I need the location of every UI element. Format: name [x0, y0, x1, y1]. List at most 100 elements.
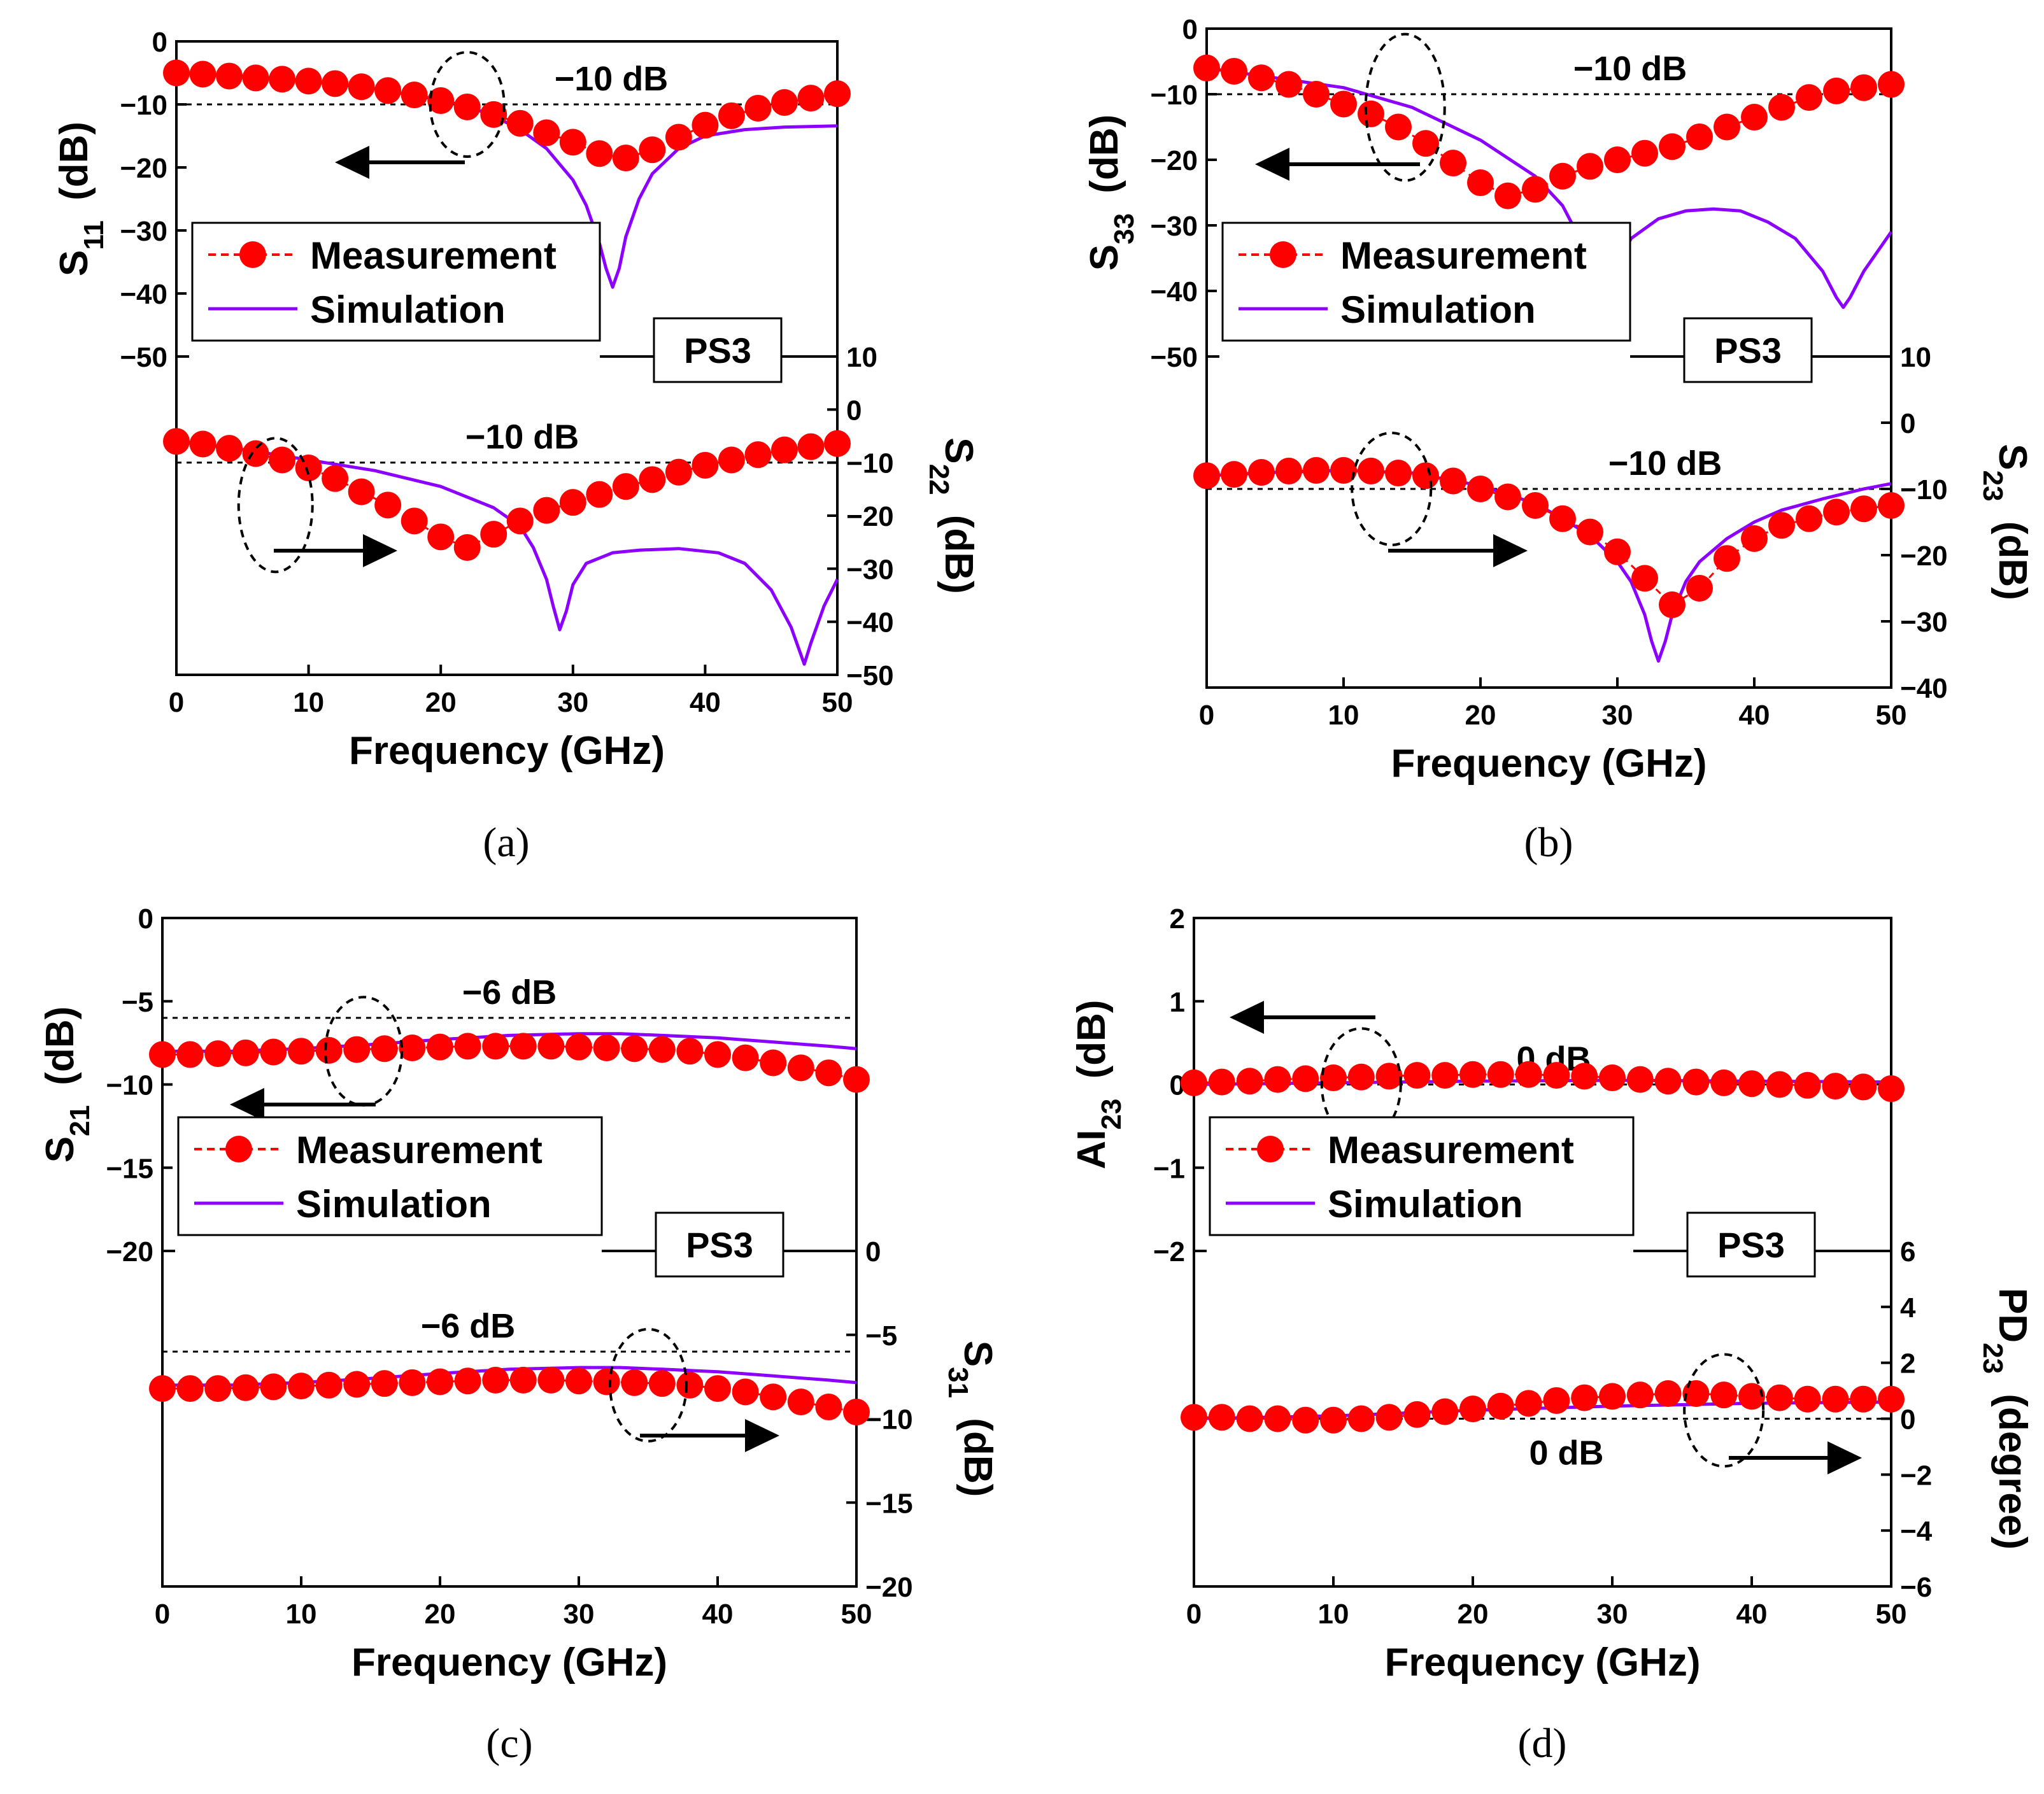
ps-box	[655, 1211, 784, 1278]
y-tick-label: −2	[1900, 1460, 1932, 1491]
measurement-point	[1850, 1073, 1877, 1101]
y-tick-label: −2	[1153, 1236, 1185, 1268]
measurement-point	[797, 85, 825, 112]
measurement-point	[1347, 1405, 1375, 1432]
legend-measurement-marker	[1257, 1136, 1284, 1162]
measurement-point	[176, 1375, 204, 1402]
y-tick-label: −20	[106, 1236, 153, 1268]
y-tick-label: −30	[1150, 211, 1198, 242]
measurement-point	[565, 1033, 592, 1061]
measurement-point	[1440, 150, 1466, 177]
measurement-point	[480, 101, 507, 128]
measurement-point	[1710, 1069, 1738, 1096]
measurement-point	[537, 1033, 565, 1060]
x-tick-label: 0	[1186, 1599, 1202, 1630]
measurement-point	[593, 1034, 620, 1061]
measurement-point	[189, 430, 216, 458]
y-tick-label: −10	[865, 1404, 913, 1436]
y-tick-label: 4	[1900, 1292, 1916, 1324]
measurement-point	[288, 1373, 315, 1400]
x-tick-label: 40	[1739, 700, 1770, 731]
measurement-point	[1358, 457, 1384, 484]
measurement-point	[1823, 77, 1850, 104]
measurement-point	[1347, 1063, 1375, 1091]
x-tick-label: 50	[1876, 700, 1907, 731]
measurement-point	[704, 1041, 731, 1068]
y-tick-label: 2	[1170, 903, 1185, 935]
y-tick-label: −1	[1153, 1153, 1185, 1184]
measurement-point	[1631, 565, 1658, 592]
ps-box	[653, 317, 783, 383]
measurement-point	[1522, 492, 1549, 519]
measurement-point	[1358, 100, 1384, 127]
measurement-point	[1264, 1405, 1291, 1432]
legend-measurement-label: Measurement	[1340, 234, 1587, 277]
legend-measurement-label: Measurement	[1328, 1129, 1574, 1171]
measurement-line-top	[176, 72, 838, 159]
measurement-point	[648, 1036, 676, 1063]
measurement-point	[1714, 113, 1740, 141]
x-tick-label: 0	[169, 687, 184, 718]
measurement-point	[399, 1369, 426, 1396]
measurement-point	[453, 534, 481, 561]
measurement-point	[232, 1039, 259, 1066]
measurement-point	[1549, 505, 1576, 532]
measurement-point	[232, 1374, 259, 1401]
measurement-point	[1878, 71, 1905, 98]
measurement-point	[1659, 591, 1686, 618]
measurement-point	[1487, 1061, 1514, 1088]
y-axis-label-top: S21 (dB)	[38, 1006, 96, 1162]
measurement-point	[204, 1040, 232, 1068]
plot-frame	[175, 40, 839, 676]
y-tick-label: −5	[865, 1320, 897, 1352]
legend-box	[191, 222, 601, 342]
y-tick-label: −20	[1150, 145, 1198, 176]
measurement-point	[1248, 64, 1275, 92]
measurement-point	[348, 73, 375, 101]
measurement-point	[1654, 1068, 1682, 1095]
measurement-point	[1878, 492, 1905, 519]
ellipse-marker	[1364, 32, 1446, 182]
measurement-point	[718, 446, 745, 474]
y-tick-label: 0	[1900, 408, 1915, 439]
measurement-point	[1330, 90, 1357, 118]
measurement-point	[797, 433, 825, 460]
panel-c: 0 10 20 30 40 50 Frequency (GHz) 0 −5 −10 −15 −20 S2…	[38, 903, 1000, 1767]
x-tick-label: 40	[702, 1599, 734, 1630]
measurement-point	[533, 497, 560, 524]
reference-label: −10 dB	[555, 60, 669, 98]
measurement-point	[343, 1036, 371, 1063]
measurement-point	[453, 93, 481, 120]
x-tick-label: 30	[557, 687, 588, 718]
measurement-point	[1431, 1062, 1459, 1089]
measurement-point	[1850, 495, 1877, 523]
measurement-point	[1221, 57, 1247, 85]
measurement-point	[770, 89, 798, 117]
x-tick-label: 40	[690, 687, 721, 718]
x-tick-label: 10	[1318, 1599, 1349, 1630]
measurement-point	[1236, 1405, 1263, 1432]
measurement-point	[371, 1370, 398, 1397]
reference-label: −10 dB	[1573, 50, 1687, 88]
measurement-point	[1822, 1385, 1849, 1413]
measurement-point	[1794, 1071, 1821, 1099]
y-tick-label: −50	[1150, 342, 1198, 373]
measurement-point	[1796, 84, 1822, 111]
measurement-point	[1320, 1406, 1347, 1434]
legend-measurement-marker	[239, 241, 266, 268]
measurement-point	[427, 87, 455, 115]
measurement-point	[374, 77, 402, 104]
measurement-point	[1221, 461, 1247, 488]
y-tick-label: −10	[1150, 80, 1198, 111]
y-axis-label-bottom: S31 (dB)	[943, 1341, 1000, 1497]
x-tick-label: 10	[293, 687, 324, 718]
measurement-point	[482, 1033, 509, 1060]
measurement-point	[1515, 1061, 1542, 1088]
y-tick-label: −10	[846, 448, 894, 479]
measurement-point	[692, 451, 719, 479]
reference-label: 0 dB	[1529, 1434, 1603, 1473]
measurement-point	[1878, 1385, 1905, 1413]
measurement-point	[1768, 512, 1795, 539]
measurement-point	[1522, 176, 1549, 203]
